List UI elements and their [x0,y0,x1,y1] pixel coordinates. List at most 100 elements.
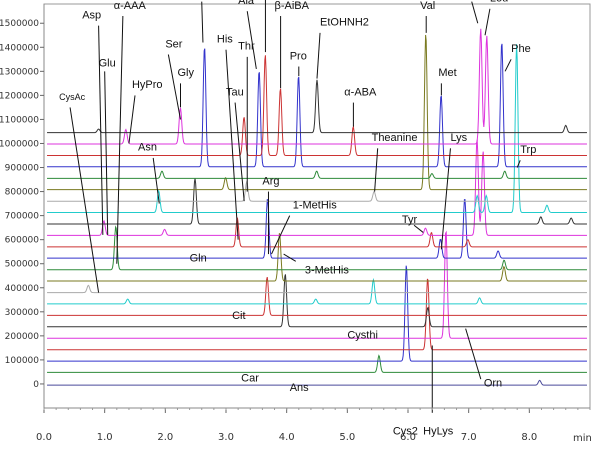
chromatogram-trace [47,34,587,191]
peak-label: HyPro [132,79,163,91]
peak-leader-line [413,224,424,233]
chromatogram-trace [47,379,587,386]
peak-leader-line [271,215,291,255]
chromatogram-trace [47,180,587,202]
y-tick-label: 100000 [5,356,40,366]
chromatogram-trace [47,43,587,168]
y-tick-label: 900000 [5,164,40,174]
peak-label: Cysthi [347,329,378,341]
chromatogram-trace [47,278,587,351]
y-tick-label: 300000 [5,308,40,318]
y-tick-label: 700000 [5,212,40,222]
peak-leader-line [283,253,297,262]
y-tick-label: 1300000 [0,67,39,77]
peak-label: 1-MetHis [293,199,338,211]
x-tick-label: 7.0 [461,432,477,443]
leader-line-group [69,0,521,413]
peak-label: Tyr [402,214,418,226]
x-tick-label: 2.0 [157,432,173,443]
peak-label: Cys2 [393,425,418,437]
peak-label: EtOHNH2 [320,17,369,29]
y-tick-label: 1500000 [0,19,39,29]
peak-leader-line [116,16,124,264]
peak-label: Orn [484,377,502,389]
chromatogram-trace [47,230,587,339]
peak-label: Pro [290,50,307,62]
peak-leader-line [225,49,239,240]
peak-label: α-ABA [344,86,377,98]
peak-label: Cit [232,310,245,322]
peak-label: HyLys [423,425,454,437]
peak-label: Ala [238,0,255,7]
peak-leader-line [246,11,257,70]
chromatogram-trace [47,217,587,248]
peak-leader-line [504,59,512,72]
peak-leader-line [69,107,100,293]
peak-leader-line [516,160,521,168]
chromatogram-trace [47,225,587,271]
y-tick-label: 0 [33,380,39,390]
chromatogram-trace [47,28,587,145]
trace-group [47,28,587,386]
peak-leader-line [484,8,491,36]
chromatogram-trace [47,276,587,316]
peak-label: Leu [490,0,508,5]
peak-leader-line [465,328,482,380]
peak-label: α-AAA [114,0,147,12]
peak-label: CysAc [59,92,86,102]
peak-leader-line [98,25,104,235]
y-tick-label: 1100000 [0,115,39,125]
peak-leader-line [152,157,160,204]
peak-leader-line [167,54,181,120]
peak-label: Lys [450,132,467,144]
x-tick-label: 4.0 [279,432,295,443]
chromatogram-trace [47,55,587,156]
chromatogram-trace [47,265,587,362]
x-tick-label: 0.0 [36,432,52,443]
peak-label: Glu [99,58,116,70]
chromatogram-trace [47,277,587,305]
peak-label: Arg [262,175,279,187]
peak-label: Tau [226,86,244,98]
peak-label: Car [241,373,259,385]
peak-label: Met [438,67,456,79]
chromatogram-trace [47,170,587,179]
peak-label: Ser [165,38,182,50]
peak-label: Gln [190,252,207,264]
y-tick-label: 1000000 [0,139,39,149]
x-tick-label: 6.0 [400,432,416,443]
peak-leader-line [374,148,379,192]
peak-label: β-AiBA [275,0,310,12]
x-axis-unit-label: min [573,433,592,444]
peak-leader-line [128,95,136,144]
chromatogram-trace [47,178,587,225]
peak-leader-line [234,102,245,202]
y-tick-label: 600000 [5,236,40,246]
peak-label: Trp [520,144,536,156]
x-axis: 0.0 1.0 2.0 3.0 4.0 5.0 6.0 7.0 8.0 [36,407,591,443]
y-tick-label: 1200000 [0,91,39,101]
peak-label: Thr [238,41,255,53]
peak-label: Theanine [372,132,418,144]
y-tick-label: 1400000 [0,43,39,53]
y-tick-label: 800000 [5,188,40,198]
peak-label: Asn [138,142,157,154]
peak-label: 3-MetHis [305,264,350,276]
chromatogram-trace [47,139,587,236]
chromatogram-trace [47,79,587,134]
peak-label: His [217,33,233,45]
peak-leader-line [316,32,321,79]
x-tick-label: 1.0 [97,432,113,443]
y-tick-label: 500000 [5,260,40,270]
chromatogram-trace [47,233,587,282]
chromatogram-trace [47,199,587,259]
peak-label: Ans [290,382,309,394]
peak-label: Asp [82,9,101,21]
peak-leader-line [201,1,204,43]
peak-leader-line [471,1,479,24]
peak-label: Gly [177,67,194,79]
x-tick-label: 5.0 [339,432,355,443]
y-tick-label: 200000 [5,332,40,342]
chromatogram-trace [47,284,587,294]
